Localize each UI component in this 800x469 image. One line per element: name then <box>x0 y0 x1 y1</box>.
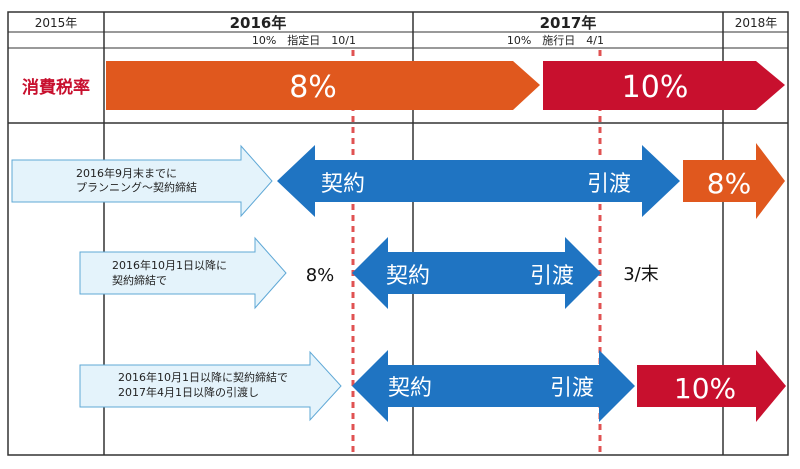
case-2-period-arrow <box>352 237 601 309</box>
case-2-before-rate: 8% <box>306 265 335 286</box>
new-rate-arrow <box>543 61 785 110</box>
date-markers <box>351 50 602 455</box>
year-2015: 2015年 <box>35 16 78 30</box>
case-3-delivery: 引渡 <box>550 376 594 401</box>
case-2-contract: 契約 <box>386 264 430 289</box>
year-2017: 2017年 <box>540 14 597 32</box>
case-3-note-arrow <box>79 350 342 422</box>
case-3-note-line-1: 2016年10月1日以降に契約締結で <box>118 370 288 384</box>
case-2-after: 3/末 <box>623 264 659 285</box>
case-1-note-line-1: 2016年9月末までに <box>76 166 177 180</box>
case-1-result: 8% <box>707 167 751 200</box>
tax-rate-label: 消費税率 <box>22 77 90 98</box>
note-2017-enforcement: 10% 施行日 4/1 <box>507 34 604 47</box>
case-1-delivery: 引渡 <box>587 172 631 197</box>
case-1: 2016年9月末までに プランニング～契約締結 契約 引渡 8% <box>11 143 785 219</box>
case-1-result-arrow <box>683 143 785 219</box>
case-3-contract: 契約 <box>388 376 432 401</box>
case-3-result: 10% <box>674 372 736 405</box>
year-2016: 2016年 <box>230 14 287 32</box>
year-2018: 2018年 <box>735 16 778 30</box>
case-3-note-line-2: 2017年4月1日以降の引渡し <box>118 385 259 399</box>
case-3: 2016年10月1日以降に契約締結で 2017年4月1日以降の引渡し 契約 引渡… <box>79 350 786 422</box>
case-3-result-arrow <box>637 350 786 422</box>
case-3-period-arrow <box>352 350 635 422</box>
case-2-note-arrow <box>79 236 287 310</box>
case-1-note-arrow <box>11 144 273 218</box>
new-rate-text: 10% <box>622 70 689 105</box>
case-1-contract: 契約 <box>321 172 365 197</box>
case-2-note-line-2: 契約締結で <box>112 273 167 287</box>
current-rate-arrow <box>106 61 540 110</box>
case-1-note-line-2: プランニング～契約締結 <box>76 180 197 194</box>
case-2-note-line-1: 2016年10月1日以降に <box>112 258 227 272</box>
case-2-delivery: 引渡 <box>530 264 574 289</box>
current-rate-text: 8% <box>289 70 337 105</box>
note-2016-designation: 10% 指定日 10/1 <box>252 33 356 47</box>
case-2: 2016年10月1日以降に 契約締結で 8% 契約 引渡 3/末 <box>79 236 659 310</box>
case-1-period-arrow <box>277 145 680 217</box>
